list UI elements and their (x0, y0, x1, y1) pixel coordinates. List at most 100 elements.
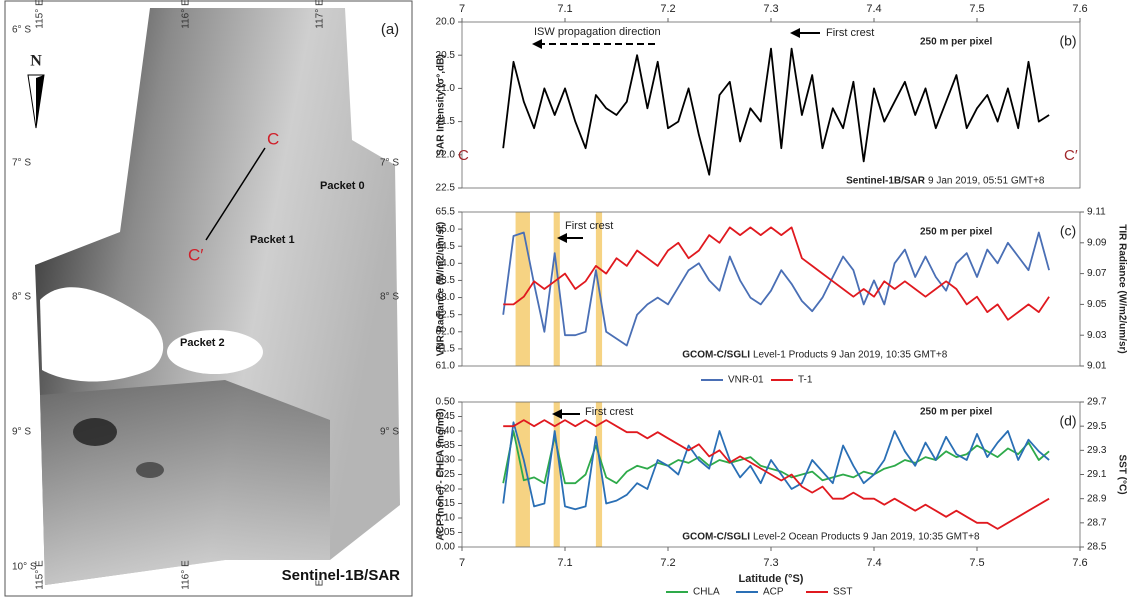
lat-label: 7° S (380, 158, 399, 169)
annotation: 250 m per pixel (920, 227, 992, 238)
lon-label: 115° E (35, 0, 46, 29)
highlight-band (595, 402, 603, 547)
annotation: ISW propagation direction (534, 26, 661, 38)
highlight-band (553, 212, 560, 366)
panel-label: (d) (1059, 413, 1076, 429)
arrow-head (557, 233, 567, 243)
y2-tick-label: 29.3 (1087, 445, 1107, 456)
lon-label: 116° E (181, 0, 192, 29)
y-tick-label: 65.5 (436, 207, 456, 218)
dark-patch (73, 418, 117, 446)
y2-axis-title: SST (°C) (1116, 454, 1127, 494)
lat-label: 6° S (12, 25, 31, 36)
annotation: 250 m per pixel (920, 37, 992, 48)
y-tick-label: 0.00 (436, 542, 456, 553)
legend-label: T-1 (798, 375, 813, 386)
y2-tick-label: 28.7 (1087, 517, 1107, 528)
y2-tick-label: 28.9 (1087, 493, 1107, 504)
y2-tick-label: 29.5 (1087, 421, 1107, 432)
x-tick-label: 7.4 (866, 557, 881, 569)
data-line (502, 47, 1050, 176)
y-tick-label: 61.0 (436, 361, 456, 372)
point-label: C (267, 129, 279, 148)
y-tick-label: 63.5 (436, 275, 456, 286)
packet-label: Packet 0 (320, 180, 365, 192)
highlight-band (553, 402, 560, 547)
data-line (502, 231, 1050, 347)
lon-label: 115° E (35, 560, 46, 590)
panel-label: (a) (381, 21, 399, 38)
data-line (503, 419, 1050, 530)
lat-label: 8° S (380, 292, 399, 303)
y-axis-title: VNR Radiance (W/m2/um/sr) (436, 222, 447, 356)
y-tick-label: 0.20 (436, 484, 456, 495)
data-line (502, 421, 1050, 511)
x-tick-label: 7.6 (1072, 557, 1087, 569)
annotation: 250 m per pixel (920, 407, 992, 418)
x-tick-label: 7.2 (660, 557, 675, 569)
y-tick-label: 64.0 (436, 258, 456, 269)
legend-label: ACP (763, 587, 784, 598)
lon-label: E (315, 579, 326, 586)
y-tick-label: 0.45 (436, 411, 456, 422)
arrow-head (790, 28, 800, 38)
y-tick-label: 20.5 (436, 50, 456, 61)
data-line (503, 226, 1050, 321)
x-tick-label: 7.1 (557, 3, 572, 15)
lat-label: 9° S (380, 427, 399, 438)
arrow-head (552, 409, 562, 419)
y-tick-label: 0.10 (436, 513, 456, 524)
annotation: GCOM-C/SGLI (682, 532, 750, 543)
legend-label: VNR-01 (728, 375, 764, 386)
arrow-head (532, 39, 542, 49)
x-tick-label: 7.1 (557, 557, 572, 569)
annotation: First crest (585, 406, 633, 418)
lat-label: 7° S (12, 158, 31, 169)
lon-label: 116° E (181, 560, 192, 590)
y-tick-label: 0.05 (436, 527, 456, 538)
north-arrow-half (36, 75, 44, 128)
x-tick-label: 7.6 (1072, 3, 1087, 15)
y-axis-title: ACP (none) - CHLA (mg/m3) (436, 408, 447, 540)
transect-line (205, 147, 266, 241)
x-tick-label: 7.3 (763, 557, 778, 569)
y-tick-label: 65.0 (436, 224, 456, 235)
packet-label: Packet 1 (250, 234, 295, 246)
y-tick-label: 0.30 (436, 455, 456, 466)
y2-tick-label: 9.11 (1087, 207, 1106, 218)
x-tick-label: 7 (459, 557, 465, 569)
y-tick-label: 0.25 (436, 469, 456, 480)
x-tick-label: 7 (459, 3, 465, 15)
y2-tick-label: 9.07 (1087, 268, 1107, 279)
annotation: Sentinel-1B/SAR (846, 176, 926, 187)
y-tick-label: 61.5 (436, 344, 456, 355)
y-tick-label: 22.0 (436, 149, 456, 160)
y2-tick-label: 9.05 (1087, 299, 1107, 310)
y-tick-label: 0.50 (436, 397, 456, 408)
y2-axis-title: TIR Radiance (W/m2/um/sr) (1116, 224, 1127, 353)
annotation: Level-2 Ocean Products 9 Jan 2019, 10:35… (753, 532, 980, 543)
legend-label: CHLA (693, 587, 720, 598)
y2-tick-label: 29.1 (1087, 469, 1107, 480)
y-tick-label: 21.5 (436, 116, 456, 127)
x-tick-label: 7.4 (866, 3, 881, 15)
annotation: 9 Jan 2019, 05:51 GMT+8 (928, 176, 1045, 187)
y2-tick-label: 9.09 (1087, 237, 1107, 248)
packet-label: Packet 2 (180, 337, 225, 349)
plot-frame (461, 211, 1081, 367)
lon-label: 117° E (315, 0, 326, 29)
x-tick-label: 7.5 (969, 3, 984, 15)
x-axis-title: Latitude (°S) (739, 573, 804, 585)
island (167, 330, 263, 374)
y-tick-label: 21.0 (436, 83, 456, 94)
chart-panel: 20.0 20.5 21.0 21.5 22.0 22.5 7 7.1 7.2 7.3 7.4 7.5… (436, 3, 1088, 194)
land (40, 287, 164, 382)
annotation: C′ (1064, 147, 1078, 164)
x-tick-label: 7.5 (969, 557, 984, 569)
annotation: First crest (826, 27, 874, 39)
y-tick-label: 64.5 (436, 241, 456, 252)
map-caption: Sentinel-1B/SAR (282, 567, 401, 584)
highlight-band (515, 212, 530, 366)
chart-panel: 61.0 61.5 62.0 62.5 63.0 63.5 64.0 64.5 65.0 65.5… (436, 207, 1128, 386)
